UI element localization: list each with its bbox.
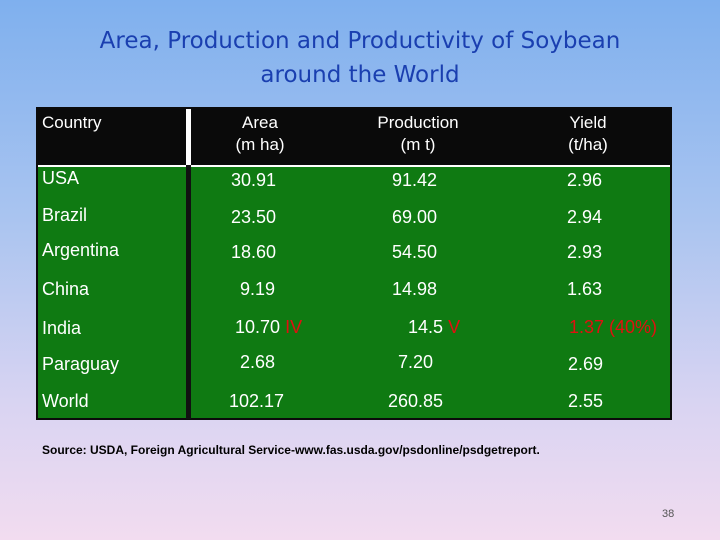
cell-production: 14.5 V — [408, 317, 460, 338]
cell-country: USA — [42, 168, 80, 188]
cell-yield: 2.96 — [567, 170, 603, 190]
header-country: Country — [42, 113, 102, 132]
cell-area-value: 10.70 — [235, 317, 281, 337]
cell-country: Paraguay — [42, 354, 120, 374]
cell-production: 14.98 — [392, 279, 438, 299]
header-yield: Yield (t/ha) — [525, 112, 651, 156]
header-yield-unit: (t/ha) — [568, 135, 608, 154]
slide-title-line-1: Area, Production and Productivity of Soy… — [99, 28, 621, 54]
cell-country: World — [42, 391, 89, 411]
cell-production: 7.20 — [398, 352, 434, 372]
cell-country: Brazil — [42, 205, 88, 225]
column-divider — [186, 165, 191, 419]
page-number: 38 — [662, 508, 675, 520]
cell-yield: 2.55 — [568, 391, 604, 411]
table-header — [38, 109, 670, 167]
cell-area: 10.70 IV — [235, 317, 302, 338]
rank-marker: V — [448, 317, 461, 337]
cell-yield: 2.93 — [567, 242, 603, 262]
header-area-unit: (m ha) — [235, 135, 285, 154]
cell-area: 30.91 — [231, 170, 277, 190]
cell-area: 18.60 — [231, 242, 277, 262]
cell-production: 260.85 — [388, 391, 444, 411]
cell-production: 69.00 — [392, 207, 438, 227]
cell-production: 54.50 — [392, 242, 438, 262]
cell-yield: 2.94 — [567, 207, 603, 227]
cell-production-value: 14.5 — [408, 317, 444, 337]
cell-yield: 1.63 — [567, 279, 603, 299]
cell-country: Argentina — [42, 240, 120, 260]
source-note: Source: USDA, Foreign Agricultural Servi… — [42, 443, 540, 457]
cell-country: India — [42, 318, 82, 338]
cell-country: China — [42, 279, 90, 299]
soybean-table: Country Area (m ha) Production (m t) Yie… — [36, 107, 672, 420]
cell-area: 9.19 — [240, 279, 276, 299]
cell-production: 91.42 — [392, 170, 438, 190]
cell-yield: 2.69 — [568, 354, 604, 374]
cell-area: 2.68 — [240, 352, 276, 372]
cell-area: 23.50 — [231, 207, 277, 227]
header-divider — [186, 109, 191, 165]
slide-title: Area, Production and Productivity of Soy… — [60, 24, 660, 92]
header-area: Area (m ha) — [196, 112, 324, 156]
header-area-label: Area — [242, 113, 278, 132]
header-production-unit: (m t) — [400, 135, 436, 154]
header-production: Production (m t) — [353, 112, 483, 156]
header-production-label: Production — [377, 113, 459, 132]
cell-area: 102.17 — [229, 391, 285, 411]
slide-title-line-2: around the World — [260, 62, 460, 88]
cell-yield: 1.37 (40%) — [569, 317, 658, 337]
rank-marker: IV — [285, 317, 303, 337]
header-yield-label: Yield — [569, 113, 607, 132]
